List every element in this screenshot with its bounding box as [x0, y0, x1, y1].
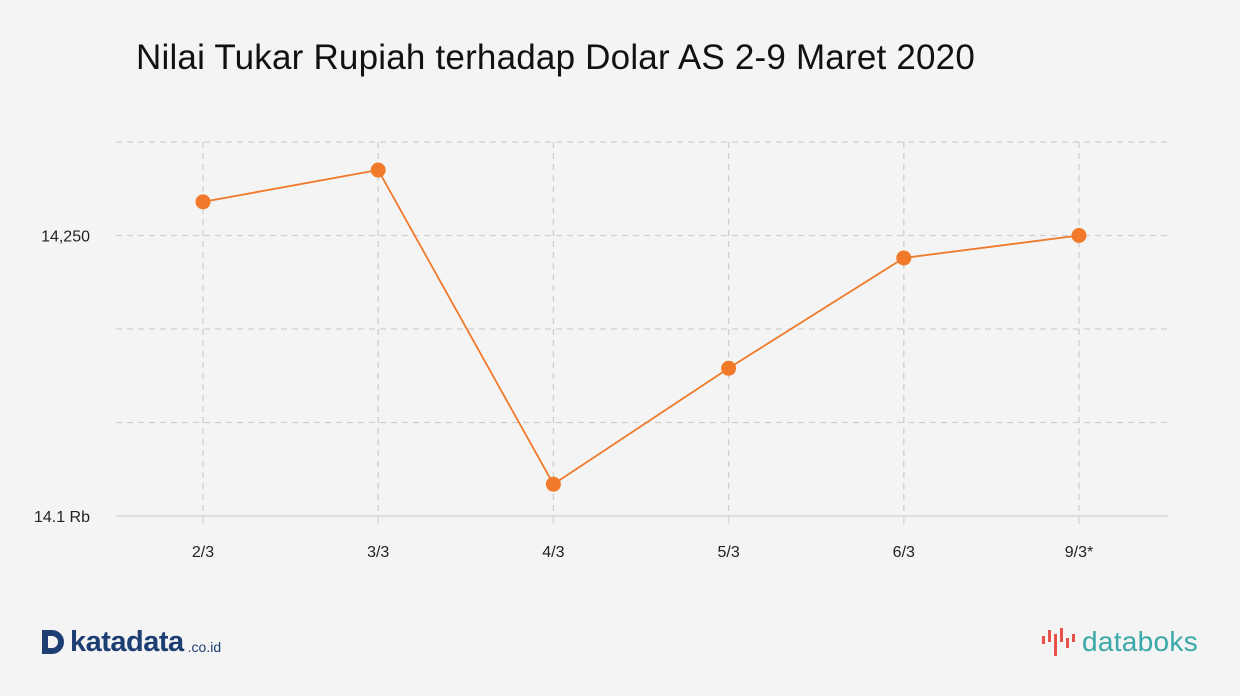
series-rupiah — [195, 162, 1087, 492]
data-point — [1071, 228, 1087, 243]
series-line — [202, 169, 1080, 486]
x-tick-label: 3/3 — [367, 544, 389, 561]
chart-title: Nilai Tukar Rupiah terhadap Dolar AS 2-9… — [136, 38, 975, 77]
data-point — [370, 162, 386, 178]
data-point — [195, 194, 211, 210]
grid — [116, 141, 1168, 517]
katadata-d-icon — [42, 630, 64, 654]
databoks-wordmark: databoks — [1081, 626, 1198, 657]
katadata-wordmark: katadata — [70, 625, 184, 658]
katadata-logo: katadata .co.id — [40, 626, 221, 658]
y-axis: 14.1 Rb 14,250 — [34, 229, 90, 527]
katadata-suffix: .co.id — [187, 639, 222, 655]
databoks-bars-icon — [1041, 628, 1075, 656]
x-axis: 2/3 3/3 4/3 5/3 6/3 9/3* — [192, 516, 1093, 561]
x-tick-label: 6/3 — [893, 544, 915, 561]
x-tick-label: 2/3 — [192, 544, 214, 561]
databoks-logo: databoks — [1040, 626, 1198, 658]
data-point — [545, 476, 561, 492]
data-point — [721, 360, 737, 376]
y-tick-label: 14,250 — [41, 229, 90, 246]
y-tick-label: 14.1 Rb — [34, 509, 90, 526]
x-tick-label: 4/3 — [542, 544, 564, 561]
data-point — [896, 250, 912, 266]
line-chart: 14.1 Rb 14,250 2/3 3/3 4/3 5/3 6/3 9/3* — [34, 141, 1168, 561]
x-tick-label: 5/3 — [717, 544, 739, 561]
x-tick-label: 9/3* — [1065, 544, 1093, 561]
